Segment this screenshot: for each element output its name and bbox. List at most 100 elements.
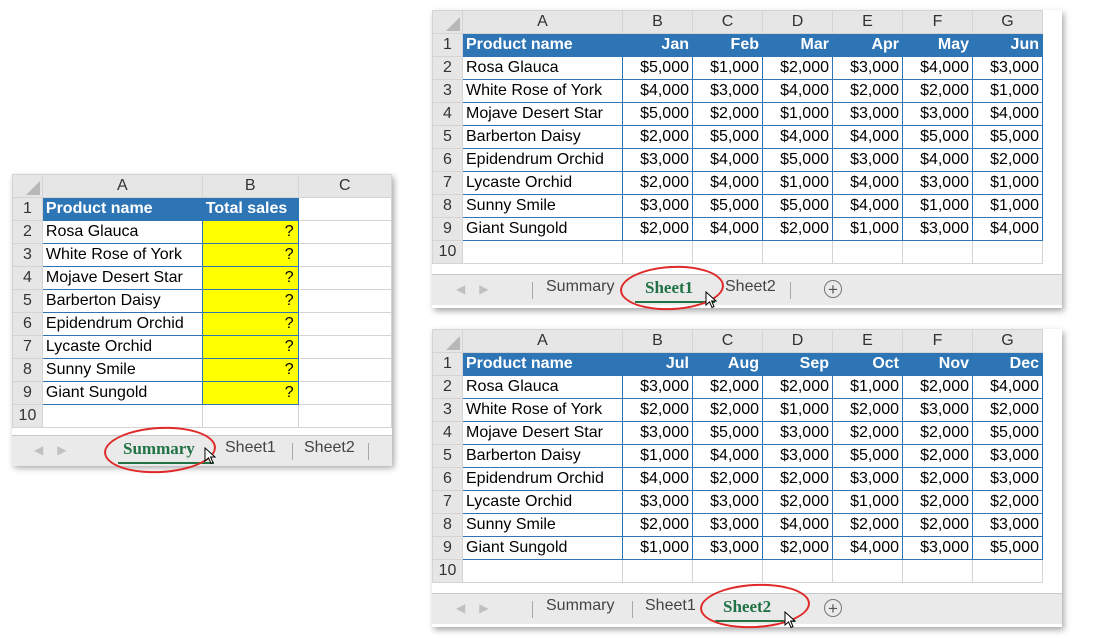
chevron-left-icon[interactable]: ◀ [456, 282, 480, 296]
column-header[interactable]: C [692, 329, 763, 353]
sales-value-cell[interactable]: $2,000 [762, 375, 833, 399]
product-cell[interactable]: Mojave Desert Star [41, 266, 203, 290]
chevron-left-icon[interactable]: ◀ [34, 443, 58, 457]
sales-value-cell[interactable]: $5,000 [692, 421, 763, 445]
total-sales-cell[interactable]: ? [201, 358, 299, 382]
month-header-cell[interactable]: Mar [762, 33, 833, 57]
column-header[interactable]: A [462, 329, 623, 353]
product-cell[interactable]: Lycaste Orchid [462, 171, 623, 195]
cell[interactable] [297, 404, 393, 428]
product-cell[interactable]: Barberton Daisy [462, 444, 623, 468]
row-header[interactable]: 10 [432, 559, 463, 583]
header-cell[interactable]: Total sales [201, 197, 299, 221]
product-cell[interactable]: Barberton Daisy [41, 289, 203, 313]
column-header[interactable]: A [462, 10, 623, 34]
sales-value-cell[interactable]: $3,000 [902, 102, 973, 126]
row-header[interactable]: 1 [12, 197, 43, 221]
sales-value-cell[interactable]: $4,000 [762, 513, 833, 537]
tab-sheet1[interactable]: Sheet1 [645, 278, 694, 297]
sales-value-cell[interactable]: $4,000 [692, 444, 763, 468]
header-cell[interactable]: Product name [41, 197, 203, 221]
sales-value-cell[interactable]: $3,000 [622, 421, 693, 445]
cell[interactable] [297, 358, 393, 382]
row-header[interactable]: 3 [12, 243, 43, 267]
header-cell[interactable]: Product name [462, 33, 623, 57]
row-header[interactable]: 9 [12, 381, 43, 405]
sales-value-cell[interactable]: $3,000 [622, 490, 693, 514]
month-header-cell[interactable]: Dec [972, 352, 1043, 376]
cell[interactable] [297, 220, 393, 244]
sales-value-cell[interactable]: $1,000 [622, 536, 693, 560]
cell[interactable] [297, 381, 393, 405]
sales-value-cell[interactable]: $5,000 [972, 536, 1043, 560]
row-header[interactable]: 6 [12, 312, 43, 336]
sales-value-cell[interactable]: $1,000 [832, 217, 903, 241]
sales-value-cell[interactable]: $3,000 [832, 148, 903, 172]
sales-value-cell[interactable]: $1,000 [832, 375, 903, 399]
sales-value-cell[interactable]: $1,000 [972, 194, 1043, 218]
row-header[interactable]: 10 [12, 404, 43, 428]
sales-value-cell[interactable]: $3,000 [762, 444, 833, 468]
row-header[interactable]: 7 [12, 335, 43, 359]
total-sales-cell[interactable]: ? [201, 312, 299, 336]
product-cell[interactable]: Sunny Smile [462, 513, 623, 537]
sales-value-cell[interactable]: $3,000 [762, 421, 833, 445]
row-header[interactable]: 9 [432, 217, 463, 241]
sales-value-cell[interactable]: $4,000 [692, 171, 763, 195]
sales-value-cell[interactable]: $2,000 [832, 79, 903, 103]
column-header[interactable]: B [201, 174, 299, 198]
total-sales-cell[interactable]: ? [201, 335, 299, 359]
product-cell[interactable]: Sunny Smile [41, 358, 203, 382]
sales-value-cell[interactable]: $5,000 [622, 56, 693, 80]
product-cell[interactable]: Lycaste Orchid [41, 335, 203, 359]
product-cell[interactable]: Mojave Desert Star [462, 421, 623, 445]
plus-circle-icon[interactable]: + [824, 280, 842, 298]
cell[interactable] [622, 559, 693, 583]
sales-value-cell[interactable]: $2,000 [902, 513, 973, 537]
cell[interactable] [297, 197, 393, 221]
sales-value-cell[interactable]: $4,000 [622, 467, 693, 491]
product-cell[interactable]: Rosa Glauca [462, 56, 623, 80]
total-sales-cell[interactable]: ? [201, 243, 299, 267]
sales-value-cell[interactable]: $2,000 [762, 536, 833, 560]
sales-value-cell[interactable]: $4,000 [902, 56, 973, 80]
product-cell[interactable]: Barberton Daisy [462, 125, 623, 149]
column-header[interactable]: C [692, 10, 763, 34]
sales-value-cell[interactable]: $2,000 [622, 171, 693, 195]
cell[interactable] [297, 289, 393, 313]
sales-value-cell[interactable]: $4,000 [902, 148, 973, 172]
product-cell[interactable]: Epidendrum Orchid [41, 312, 203, 336]
sales-value-cell[interactable]: $2,000 [692, 102, 763, 126]
sales-value-cell[interactable]: $2,000 [832, 398, 903, 422]
sales-value-cell[interactable]: $2,000 [622, 125, 693, 149]
sales-value-cell[interactable]: $2,000 [972, 148, 1043, 172]
cell[interactable] [462, 240, 623, 264]
sales-value-cell[interactable]: $2,000 [692, 467, 763, 491]
sales-value-cell[interactable]: $3,000 [972, 467, 1043, 491]
sales-value-cell[interactable]: $3,000 [972, 444, 1043, 468]
sales-value-cell[interactable]: $5,000 [832, 444, 903, 468]
sales-value-cell[interactable]: $5,000 [762, 148, 833, 172]
month-header-cell[interactable]: Sep [762, 352, 833, 376]
cell[interactable] [297, 243, 393, 267]
row-header[interactable]: 5 [432, 444, 463, 468]
column-header[interactable]: G [972, 329, 1043, 353]
total-sales-cell[interactable]: ? [201, 289, 299, 313]
sales-value-cell[interactable]: $3,000 [902, 536, 973, 560]
row-header[interactable]: 1 [432, 33, 463, 57]
row-header[interactable]: 4 [12, 266, 43, 290]
row-header[interactable]: 7 [432, 171, 463, 195]
month-header-cell[interactable]: Aug [692, 352, 763, 376]
sales-value-cell[interactable]: $1,000 [832, 490, 903, 514]
sales-value-cell[interactable]: $1,000 [902, 194, 973, 218]
sales-value-cell[interactable]: $3,000 [692, 513, 763, 537]
sales-value-cell[interactable]: $5,000 [972, 125, 1043, 149]
sales-value-cell[interactable]: $5,000 [692, 125, 763, 149]
sales-value-cell[interactable]: $2,000 [762, 56, 833, 80]
sales-value-cell[interactable]: $1,000 [972, 171, 1043, 195]
sales-value-cell[interactable]: $2,000 [972, 398, 1043, 422]
product-cell[interactable]: Lycaste Orchid [462, 490, 623, 514]
column-header[interactable]: D [762, 329, 833, 353]
sales-value-cell[interactable]: $4,000 [832, 536, 903, 560]
sales-value-cell[interactable]: $3,000 [832, 467, 903, 491]
